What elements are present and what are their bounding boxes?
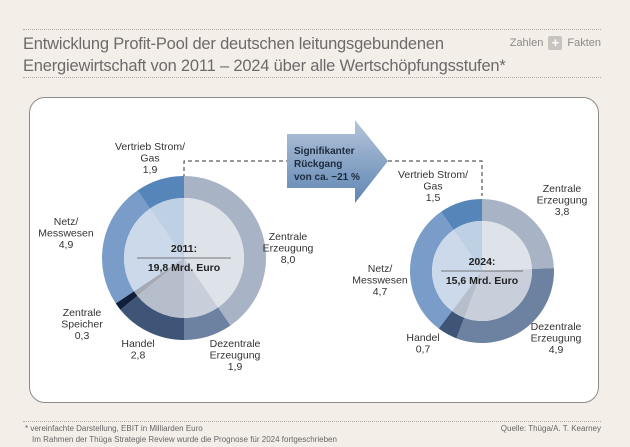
inner-slice bbox=[123, 208, 184, 292]
slice-label: Zentrale Erzeugung 3,8 bbox=[537, 183, 588, 218]
slice-label: Zentrale Speicher 0,3 bbox=[61, 307, 103, 342]
arrow-text-2: Rückgang bbox=[294, 159, 342, 170]
donut-slice bbox=[456, 268, 554, 343]
inner-slice bbox=[453, 221, 482, 271]
arrow-text-1: Signifikanter bbox=[294, 146, 355, 157]
slice-label: Zentrale Erzeugung 8,0 bbox=[263, 231, 314, 266]
donut-slice bbox=[102, 190, 150, 304]
brand-left: Zahlen bbox=[509, 37, 544, 49]
dashed-connector bbox=[183, 160, 483, 196]
inner-slice bbox=[149, 198, 184, 258]
slice-label: Dezentrale Erzeugung 1,9 bbox=[210, 338, 261, 373]
inner-slice bbox=[184, 258, 219, 318]
page-title: Entwicklung Profit-Pool der deutschen le… bbox=[23, 33, 506, 77]
slice-label: Handel 2,8 bbox=[121, 338, 154, 362]
center-year: 2024: bbox=[469, 256, 496, 268]
inner-slice bbox=[432, 229, 482, 311]
donut-slice bbox=[441, 199, 482, 230]
center-year: 2011: bbox=[171, 243, 197, 255]
center-total: 15,6 Mrd. Euro bbox=[446, 275, 518, 287]
donut-slice bbox=[137, 176, 184, 209]
donut-slice bbox=[184, 176, 266, 326]
footnote-2: Im Rahmen der Thüga Strategie Review wur… bbox=[32, 435, 337, 444]
plus-icon: + bbox=[548, 36, 563, 50]
title-line-2: Energiewirtschaft von 2011 – 2024 über a… bbox=[23, 57, 506, 75]
donut-slice bbox=[115, 291, 138, 310]
donut-2024: Zentrale Erzeugung 3,8 Dezentrale Erzeugung 4… bbox=[352, 169, 587, 356]
inner-slice bbox=[482, 221, 532, 271]
title-divider bbox=[23, 77, 601, 78]
donut-slice bbox=[438, 310, 465, 339]
footer-divider bbox=[23, 421, 601, 422]
donut-slice bbox=[482, 199, 554, 269]
slice-label: Dezentrale Erzeugung 4,9 bbox=[531, 321, 582, 356]
inner-slice bbox=[137, 258, 184, 318]
decline-arrow: Signifikanter Rückgang von ca. −21 % bbox=[287, 120, 388, 203]
inner-slice bbox=[184, 198, 245, 308]
slice-label: Handel 0,7 bbox=[406, 332, 439, 356]
inner-slice bbox=[451, 271, 482, 318]
footnote-1: * vereinfachte Darstellung, EBIT in Mill… bbox=[25, 424, 203, 433]
slice-label: Netz/Messwesen 4,9 bbox=[38, 216, 94, 251]
center-total: 19,8 Mrd. Euro bbox=[148, 262, 220, 274]
donut-slice bbox=[120, 295, 184, 340]
slice-label: Netz/Messwesen 4,7 bbox=[352, 263, 408, 298]
title-line-1: Entwicklung Profit-Pool der deutschen le… bbox=[23, 35, 444, 53]
top-divider bbox=[23, 29, 601, 30]
donut-2011: Zentrale Erzeugung 8,0 Dezentrale Erzeugung 1… bbox=[38, 141, 313, 373]
slice-label: Vertrieb Strom/Gas 1,9 bbox=[115, 141, 185, 176]
donut-slice bbox=[409, 211, 454, 329]
brand-right: Fakten bbox=[567, 37, 601, 49]
slice-label: Vertrieb Strom/Gas 1,5 bbox=[398, 169, 468, 204]
donut-slice bbox=[184, 307, 231, 340]
inner-slice bbox=[464, 268, 533, 321]
arrow-text-3: von ca. −21 % bbox=[294, 172, 360, 183]
brand-logo: Zahlen + Fakten bbox=[510, 36, 601, 50]
source-note: Quelle: Thüga/A. T. Kearney bbox=[500, 424, 601, 433]
inner-slice bbox=[134, 258, 184, 296]
